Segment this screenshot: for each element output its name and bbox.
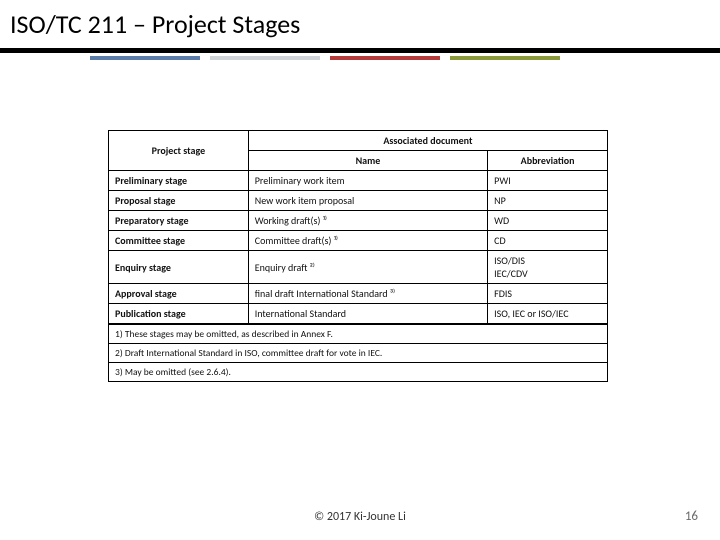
stages-table-container: Project stage Associated document Name A… bbox=[108, 130, 608, 382]
cell-stage: Committee stage bbox=[109, 231, 249, 251]
title-divider bbox=[0, 48, 720, 53]
stages-table: Project stage Associated document Name A… bbox=[108, 130, 608, 324]
header-associated-document: Associated document bbox=[248, 131, 607, 151]
cell-abbr: WD bbox=[488, 211, 608, 231]
header-project-stage: Project stage bbox=[109, 131, 249, 171]
cell-name: Committee draft(s) ¹⁾ bbox=[248, 231, 487, 251]
cell-abbr: ISO, IEC or ISO/IEC bbox=[488, 304, 608, 324]
footnote: 3) May be omitted (see 2.6.4). bbox=[109, 362, 607, 381]
cell-name: Working draft(s) ¹⁾ bbox=[248, 211, 487, 231]
accent-stripe-4 bbox=[450, 56, 560, 60]
table-row: Enquiry stageEnquiry draft ²⁾ISO/DIS IEC… bbox=[109, 251, 608, 284]
table-row: Committee stageCommittee draft(s) ¹⁾CD bbox=[109, 231, 608, 251]
cell-stage: Preliminary stage bbox=[109, 171, 249, 191]
footnotes: 1) These stages may be omitted, as descr… bbox=[108, 324, 608, 382]
table-row: Proposal stageNew work item proposalNP bbox=[109, 191, 608, 211]
cell-name: Enquiry draft ²⁾ bbox=[248, 251, 487, 284]
cell-stage: Approval stage bbox=[109, 284, 249, 304]
header-abbreviation: Abbreviation bbox=[488, 151, 608, 171]
accent-stripe-1 bbox=[90, 56, 200, 60]
cell-abbr: FDIS bbox=[488, 284, 608, 304]
cell-abbr: NP bbox=[488, 191, 608, 211]
page-number: 16 bbox=[685, 509, 698, 524]
table-row: Approval stagefinal draft International … bbox=[109, 284, 608, 304]
cell-abbr: ISO/DIS IEC/CDV bbox=[488, 251, 608, 284]
cell-stage: Enquiry stage bbox=[109, 251, 249, 284]
cell-name: Preliminary work item bbox=[248, 171, 487, 191]
cell-stage: Preparatory stage bbox=[109, 211, 249, 231]
accent-stripe-2 bbox=[210, 56, 320, 60]
footnote: 2) Draft International Standard in ISO, … bbox=[109, 343, 607, 362]
cell-name: New work item proposal bbox=[248, 191, 487, 211]
slide-title: ISO/TC 211 – Project Stages bbox=[10, 8, 300, 40]
accent-stripe-3 bbox=[330, 56, 440, 60]
footnote: 1) These stages may be omitted, as descr… bbox=[109, 324, 607, 343]
header-name: Name bbox=[248, 151, 487, 171]
cell-stage: Proposal stage bbox=[109, 191, 249, 211]
cell-name: International Standard bbox=[248, 304, 487, 324]
cell-abbr: PWI bbox=[488, 171, 608, 191]
table-row: Preparatory stageWorking draft(s) ¹⁾WD bbox=[109, 211, 608, 231]
cell-name: final draft International Standard ³⁾ bbox=[248, 284, 487, 304]
table-row: Publication stageInternational StandardI… bbox=[109, 304, 608, 324]
stages-table-body: Preliminary stagePreliminary work itemPW… bbox=[109, 171, 608, 324]
cell-stage: Publication stage bbox=[109, 304, 249, 324]
table-row: Preliminary stagePreliminary work itemPW… bbox=[109, 171, 608, 191]
footer-copyright: © 2017 Ki-Joune Li bbox=[0, 510, 720, 524]
cell-abbr: CD bbox=[488, 231, 608, 251]
